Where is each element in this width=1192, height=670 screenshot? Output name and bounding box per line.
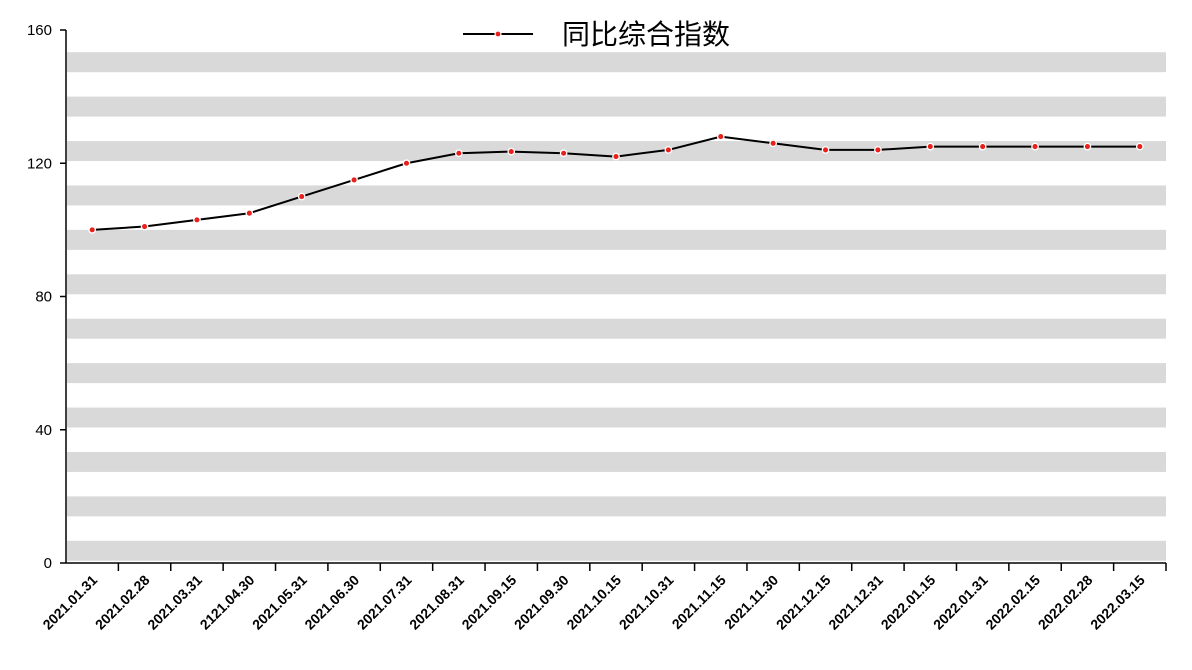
- x-ticks: 2021.01.312021.02.282021.03.312121.04.30…: [39, 563, 1167, 633]
- x-tick-label: 2022.03.15: [1087, 572, 1148, 633]
- data-point: [507, 147, 516, 156]
- x-tick-label: 2021.09.30: [511, 572, 572, 633]
- grid-band: [67, 496, 1166, 517]
- data-point: [769, 139, 777, 148]
- data-point: [297, 192, 306, 201]
- x-tick-label: 2022.02.15: [982, 572, 1043, 633]
- legend-label: 同比综合指数: [562, 18, 730, 51]
- x-tick-label: 2021.03.31: [144, 572, 205, 633]
- data-point: [821, 146, 830, 154]
- grid-band: [67, 451, 1166, 472]
- data-point: [716, 132, 725, 141]
- y-tick-label: 120: [27, 155, 52, 172]
- data-point: [88, 226, 97, 234]
- x-tick-label: 2121.04.30: [197, 572, 258, 633]
- data-point: [1083, 142, 1092, 151]
- data-point: [1031, 142, 1039, 151]
- y-tick-label: 160: [27, 22, 52, 39]
- data-point: [1135, 142, 1144, 151]
- data-point: [245, 209, 254, 218]
- legend-marker-swatch: [494, 30, 502, 38]
- grid-band: [67, 318, 1166, 339]
- y-tick-label: 40: [35, 422, 52, 439]
- data-point: [978, 142, 987, 151]
- x-tick-label: 2021.02.28: [92, 572, 153, 633]
- grid-band: [67, 229, 1166, 250]
- data-point: [350, 176, 358, 184]
- x-tick-label: 2021.11.30: [721, 572, 781, 632]
- x-tick-label: 2022.02.28: [1035, 572, 1096, 633]
- grid-band: [67, 540, 1166, 561]
- data-point: [402, 159, 411, 168]
- grid-band: [67, 96, 1166, 117]
- data-point: [874, 146, 882, 154]
- x-tick-label: 2022.01.31: [930, 572, 991, 633]
- grid-band: [67, 407, 1166, 428]
- series-group: [88, 132, 1144, 234]
- y-tick-label: 80: [35, 289, 52, 306]
- x-tick-label: 2021.11.15: [669, 572, 729, 632]
- data-point: [140, 222, 149, 231]
- x-tick-label: 2021.06.30: [301, 572, 362, 633]
- x-tick-label: 2021.07.31: [354, 572, 415, 633]
- x-tick-label: 2021.05.31: [249, 572, 310, 633]
- data-point: [559, 149, 568, 158]
- x-tick-label: 2021.09.15: [458, 572, 519, 633]
- x-tick-label: 2021.10.31: [616, 572, 677, 633]
- grid-band: [67, 274, 1166, 295]
- data-point: [455, 149, 463, 158]
- x-tick-label: 2021.08.31: [406, 572, 467, 633]
- grid-band: [67, 363, 1166, 384]
- grid-bands: [67, 52, 1166, 561]
- data-point: [664, 146, 673, 154]
- y-ticks: 0 40 80 120 160: [27, 22, 66, 572]
- x-tick-label: 2021.12.15: [773, 572, 834, 633]
- x-tick-label: 2021.10.15: [563, 572, 624, 633]
- data-point: [612, 152, 620, 161]
- legend: 同比综合指数: [463, 18, 730, 51]
- data-point: [193, 216, 201, 224]
- grid-band: [67, 185, 1166, 206]
- y-tick-label: 0: [44, 555, 52, 572]
- x-tick-label: 2021.01.31: [39, 572, 100, 633]
- data-point: [926, 142, 935, 151]
- x-tick-label: 2021.12.31: [825, 572, 886, 633]
- x-tick-label: 2022.01.15: [878, 572, 939, 633]
- grid-band: [67, 52, 1166, 73]
- grid-band: [67, 141, 1166, 162]
